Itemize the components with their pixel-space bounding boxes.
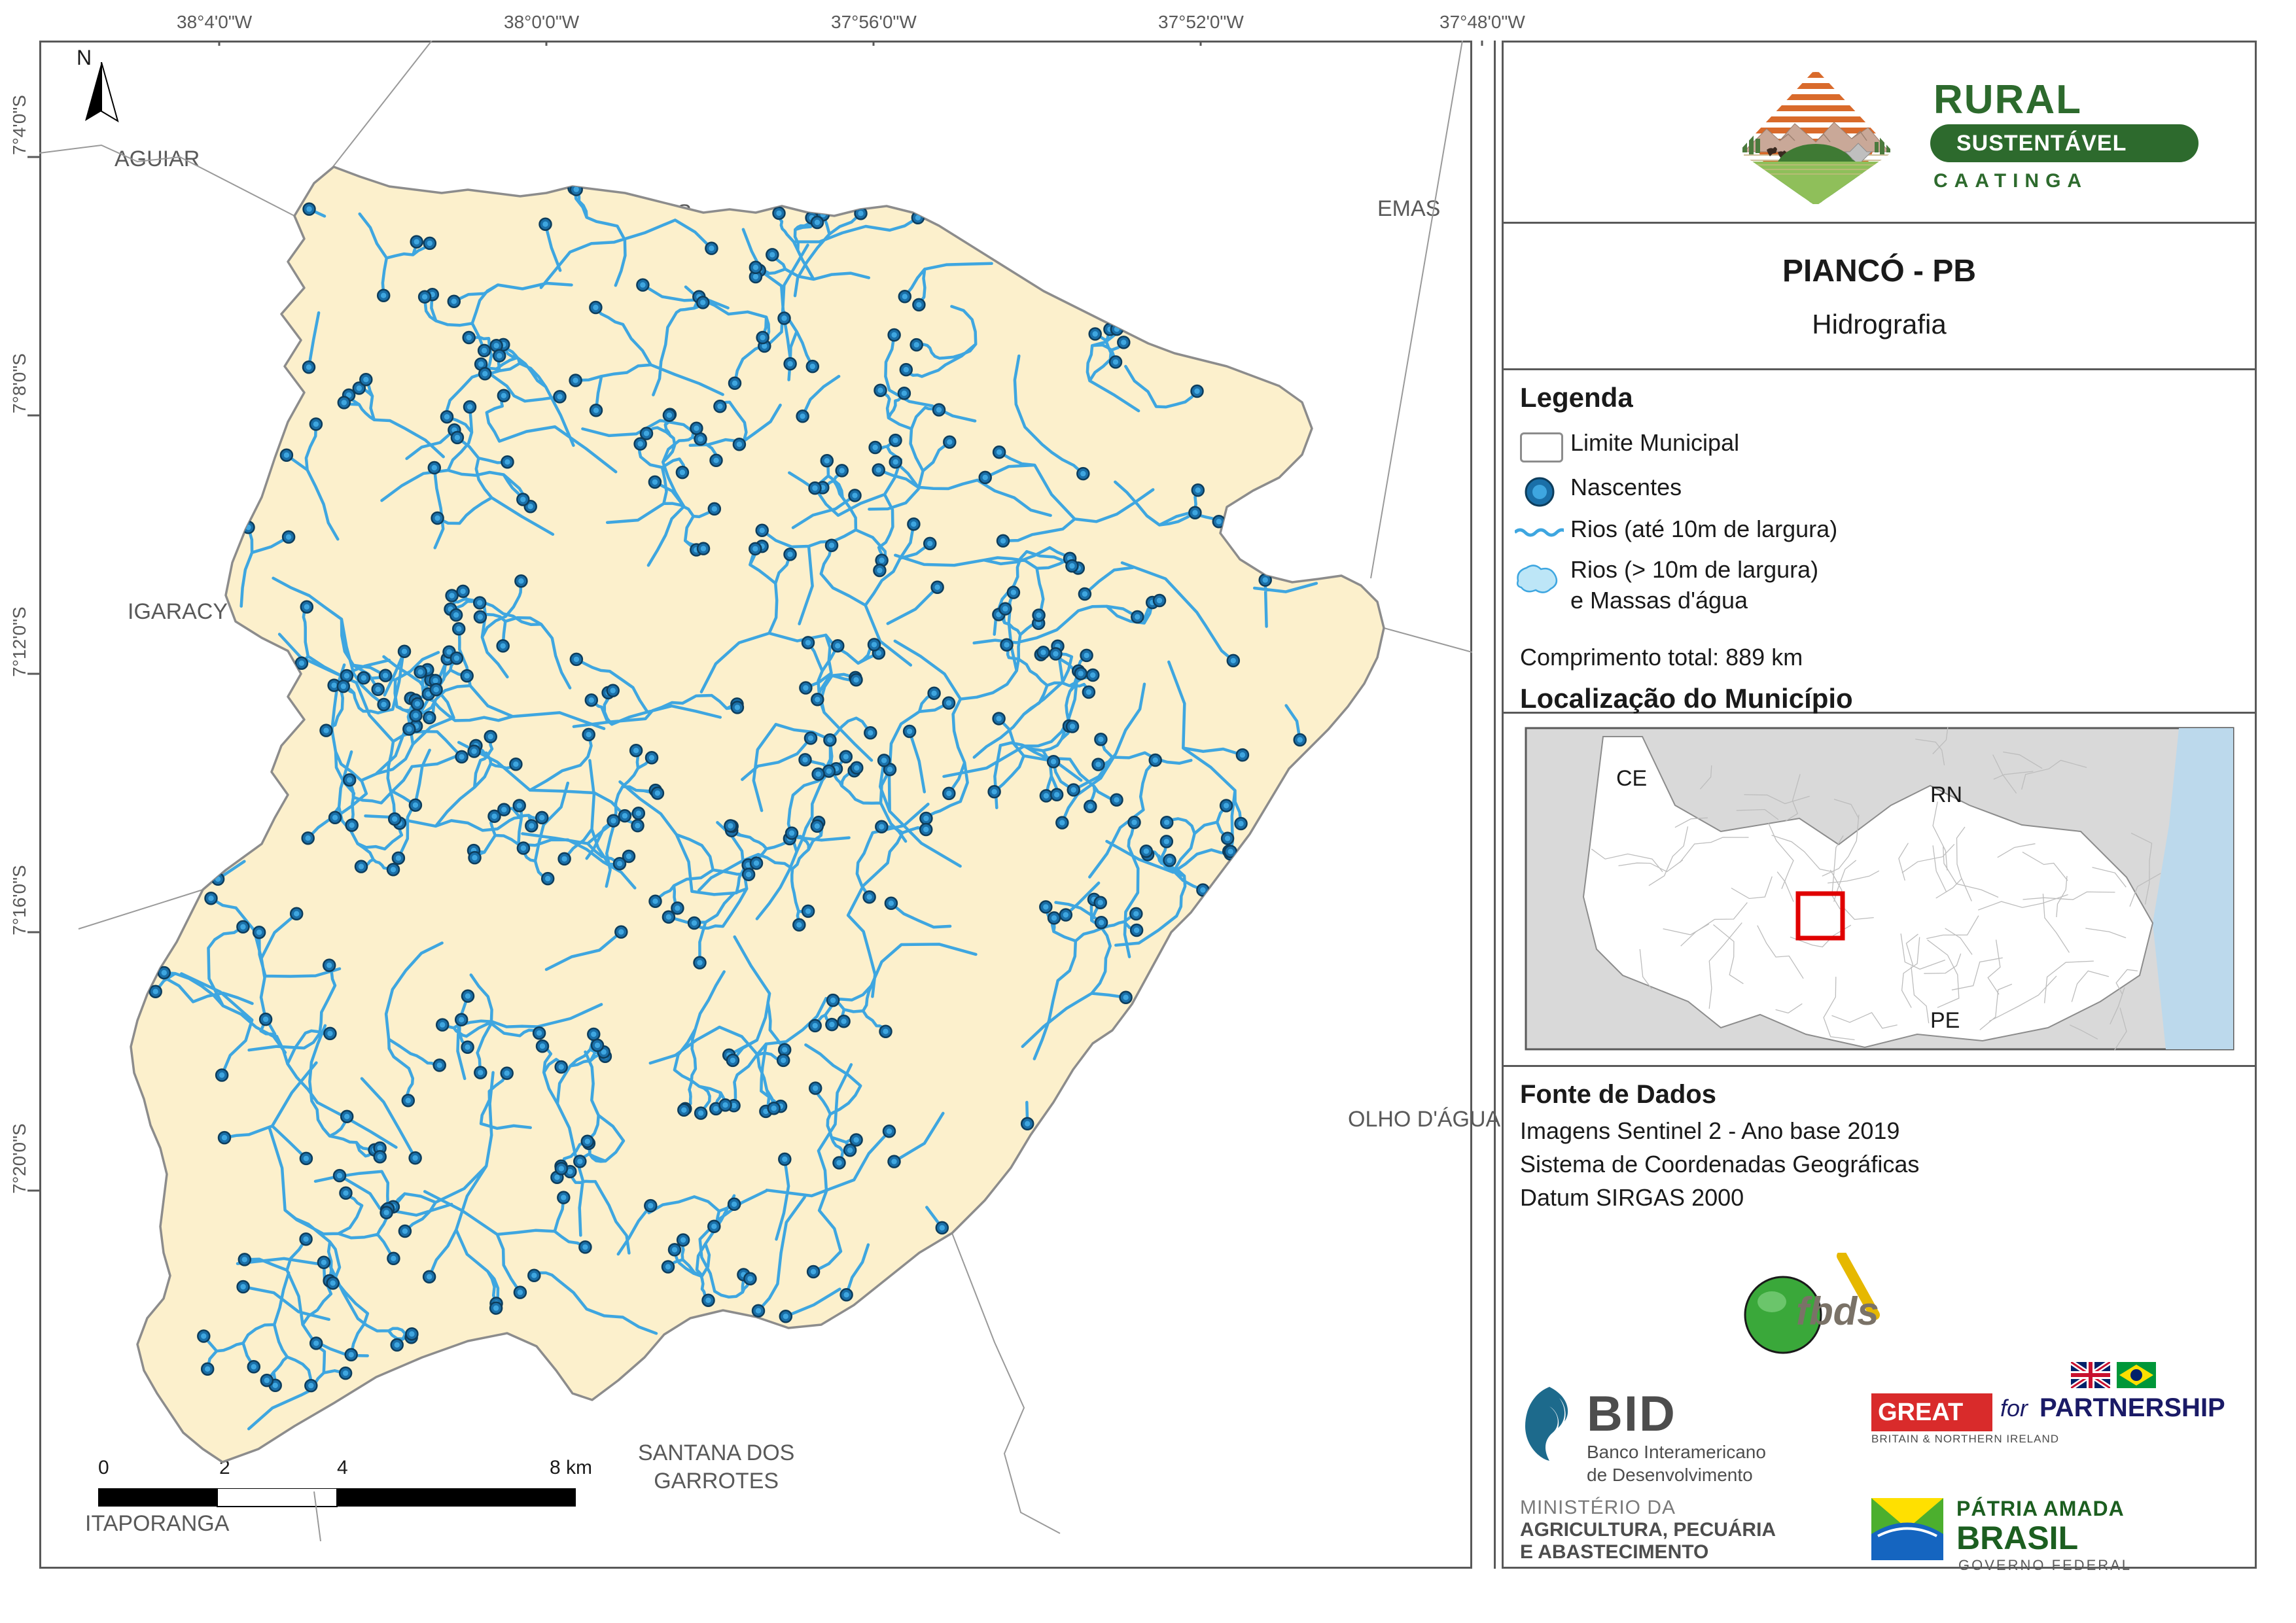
svg-text:CE: CE	[1616, 766, 1647, 791]
svg-text:RN: RN	[1930, 782, 1962, 807]
svg-text:PE: PE	[1930, 1008, 1960, 1033]
